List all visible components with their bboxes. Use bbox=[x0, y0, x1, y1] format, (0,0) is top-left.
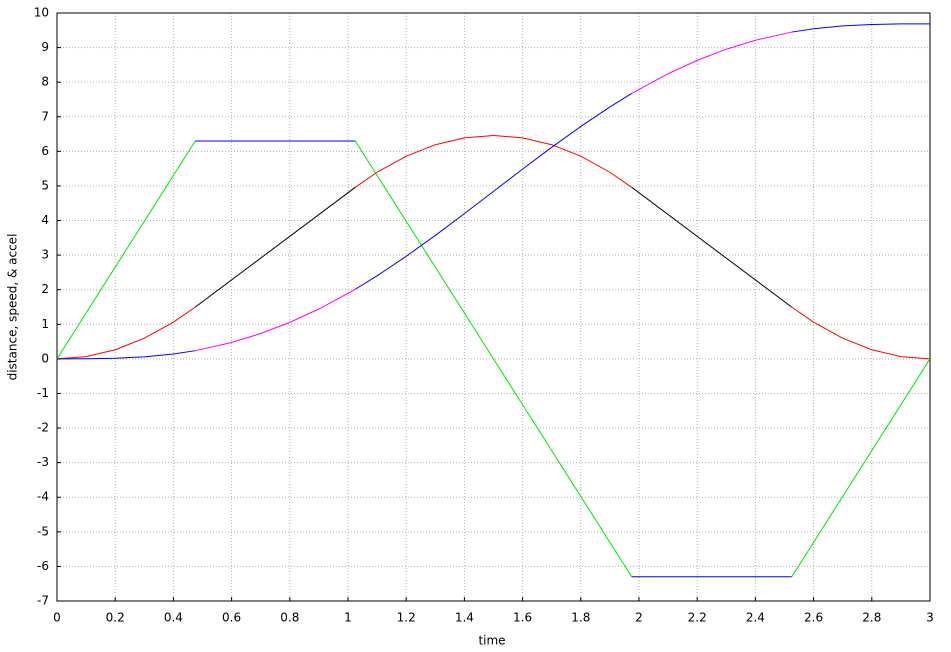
x-tick-label: 2.8 bbox=[862, 611, 881, 625]
data-line bbox=[791, 306, 931, 360]
x-tick-label: 0.4 bbox=[164, 611, 183, 625]
x-tick-label: 3 bbox=[926, 611, 934, 625]
y-tick-label: 1 bbox=[41, 317, 49, 331]
x-tick-label: 1 bbox=[344, 611, 352, 625]
data-line bbox=[791, 23, 931, 33]
data-line bbox=[355, 93, 632, 290]
x-tick-label: 1.4 bbox=[455, 611, 474, 625]
data-line bbox=[56, 350, 196, 360]
x-tick-label: 1.6 bbox=[513, 611, 532, 625]
y-tick-label: 9 bbox=[41, 40, 49, 54]
x-axis-label: time bbox=[478, 634, 505, 648]
data-line bbox=[56, 306, 196, 360]
data-line bbox=[354, 135, 633, 188]
data-line bbox=[791, 358, 931, 578]
x-tick-label: 2.2 bbox=[688, 611, 707, 625]
data-line bbox=[354, 140, 633, 578]
y-tick-label: -4 bbox=[37, 490, 49, 504]
y-tick-label: 3 bbox=[41, 248, 49, 262]
y-tick-label: 5 bbox=[41, 178, 49, 192]
y-tick-label: 0 bbox=[41, 351, 49, 365]
y-tick-label: 10 bbox=[34, 6, 49, 20]
plot-frame bbox=[56, 12, 931, 602]
y-tick-label: -1 bbox=[37, 386, 49, 400]
y-tick-label: 8 bbox=[41, 75, 49, 89]
y-tick-label: -3 bbox=[37, 455, 49, 469]
y-tick-label: -6 bbox=[37, 559, 49, 573]
x-tick-label: 0 bbox=[53, 611, 61, 625]
y-tick-label: 4 bbox=[41, 213, 49, 227]
x-tick-label: 2.6 bbox=[804, 611, 823, 625]
y-tick-label: 6 bbox=[41, 144, 49, 158]
x-tick-label: 0.6 bbox=[222, 611, 241, 625]
y-tick-label: -2 bbox=[37, 421, 49, 435]
y-tick-label: -7 bbox=[37, 594, 49, 608]
data-line bbox=[56, 140, 196, 360]
y-tick-label: 7 bbox=[41, 109, 49, 123]
y-axis-label: distance, speed, & accel bbox=[6, 234, 20, 381]
x-tick-label: 2.4 bbox=[746, 611, 765, 625]
y-tick-label: -5 bbox=[37, 524, 49, 538]
x-tick-label: 1.2 bbox=[397, 611, 416, 625]
x-tick-label: 1.8 bbox=[571, 611, 590, 625]
data-line bbox=[195, 288, 356, 352]
x-tick-label: 0.2 bbox=[106, 611, 125, 625]
data-line bbox=[194, 186, 356, 308]
y-tick-label: 2 bbox=[41, 282, 49, 296]
x-tick-label: 0.8 bbox=[280, 611, 299, 625]
data-line bbox=[631, 31, 792, 94]
data-line bbox=[631, 186, 793, 308]
x-tick-label: 2 bbox=[635, 611, 643, 625]
